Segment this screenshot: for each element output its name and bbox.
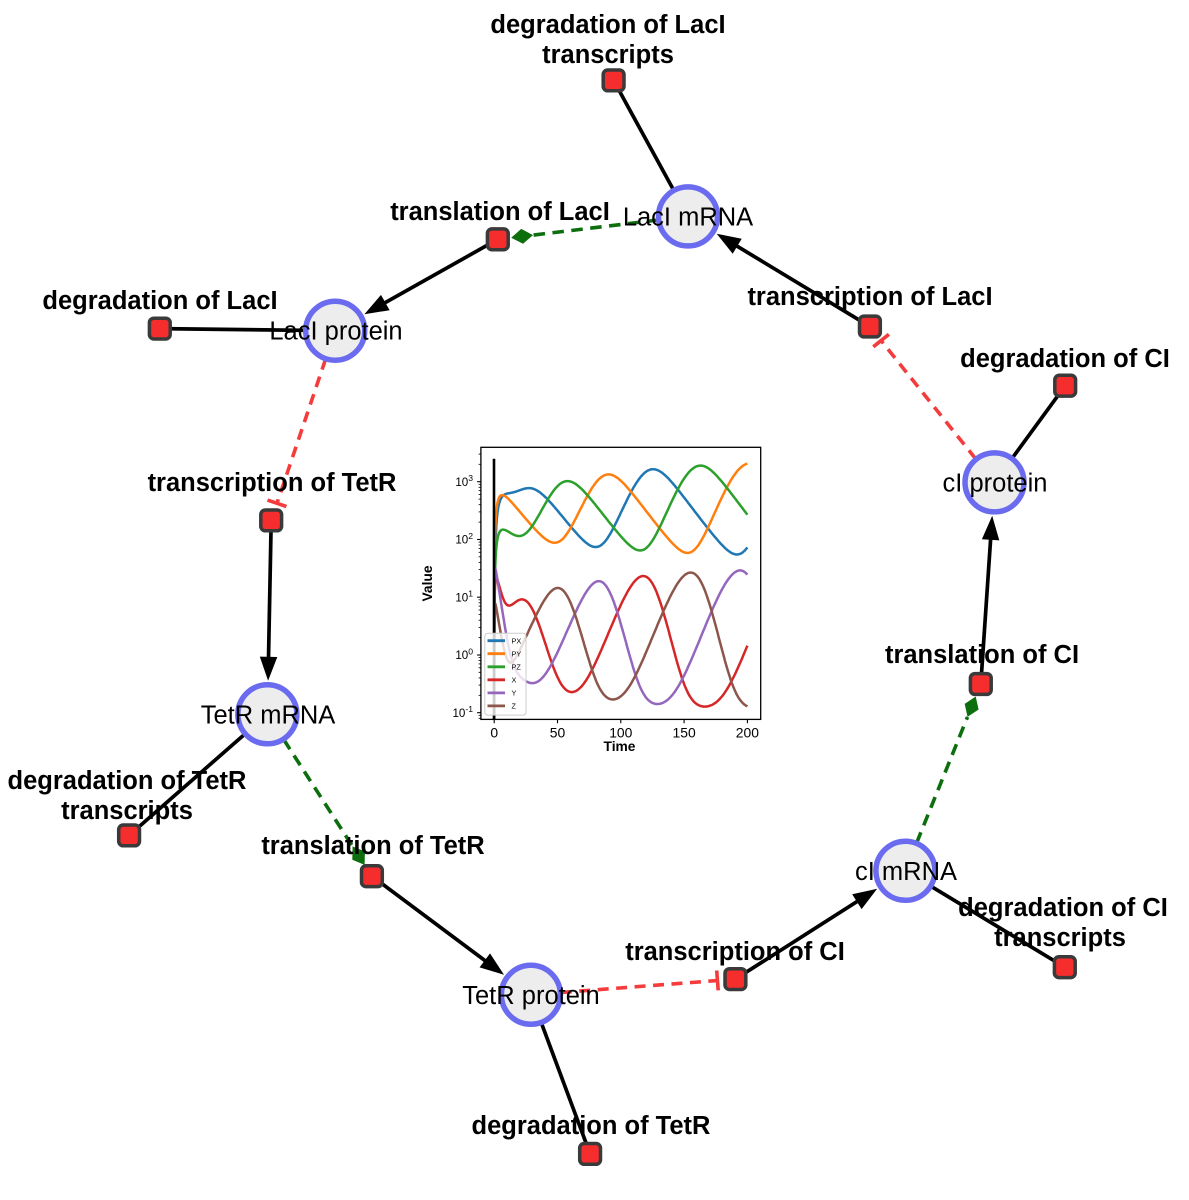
svg-text:PY: PY — [512, 649, 522, 658]
svg-text:transcripts: transcripts — [994, 924, 1126, 952]
svg-text:degradation of LacI: degradation of LacI — [42, 287, 277, 315]
svg-text:Y: Y — [512, 689, 517, 698]
svg-text:LacI mRNA: LacI mRNA — [623, 203, 753, 231]
svg-text:150: 150 — [673, 724, 696, 740]
svg-text:cI protein: cI protein — [943, 469, 1048, 497]
svg-text:PZ: PZ — [512, 662, 522, 671]
svg-text:Value: Value — [420, 565, 435, 601]
svg-text:Z: Z — [512, 702, 517, 711]
svg-text:translation of TetR: translation of TetR — [261, 832, 484, 860]
svg-text:50: 50 — [550, 724, 566, 740]
svg-text:transcription of CI: transcription of CI — [625, 938, 845, 966]
svg-text:translation of CI: translation of CI — [885, 641, 1079, 669]
svg-text:TetR protein: TetR protein — [462, 982, 600, 1010]
svg-text:PX: PX — [512, 636, 522, 645]
svg-text:X: X — [512, 675, 517, 684]
svg-text:degradation of TetR: degradation of TetR — [472, 1112, 711, 1140]
svg-text:transcription of TetR: transcription of TetR — [148, 469, 397, 497]
svg-text:TetR mRNA: TetR mRNA — [201, 701, 336, 729]
svg-text:degradation of LacI: degradation of LacI — [490, 11, 725, 39]
svg-text:transcription of LacI: transcription of LacI — [747, 283, 992, 311]
svg-text:0: 0 — [490, 724, 498, 740]
svg-text:degradation of CI: degradation of CI — [960, 345, 1170, 373]
svg-text:translation of LacI: translation of LacI — [390, 198, 610, 226]
svg-text:degradation of TetR: degradation of TetR — [8, 767, 247, 795]
svg-text:cI mRNA: cI mRNA — [855, 858, 957, 886]
svg-text:transcripts: transcripts — [61, 797, 193, 825]
svg-text:Time: Time — [604, 739, 636, 754]
svg-text:200: 200 — [736, 724, 759, 740]
svg-text:degradation of CI: degradation of CI — [958, 894, 1168, 922]
svg-text:LacI protein: LacI protein — [269, 318, 402, 346]
svg-text:100: 100 — [609, 724, 632, 740]
svg-text:transcripts: transcripts — [542, 41, 674, 69]
